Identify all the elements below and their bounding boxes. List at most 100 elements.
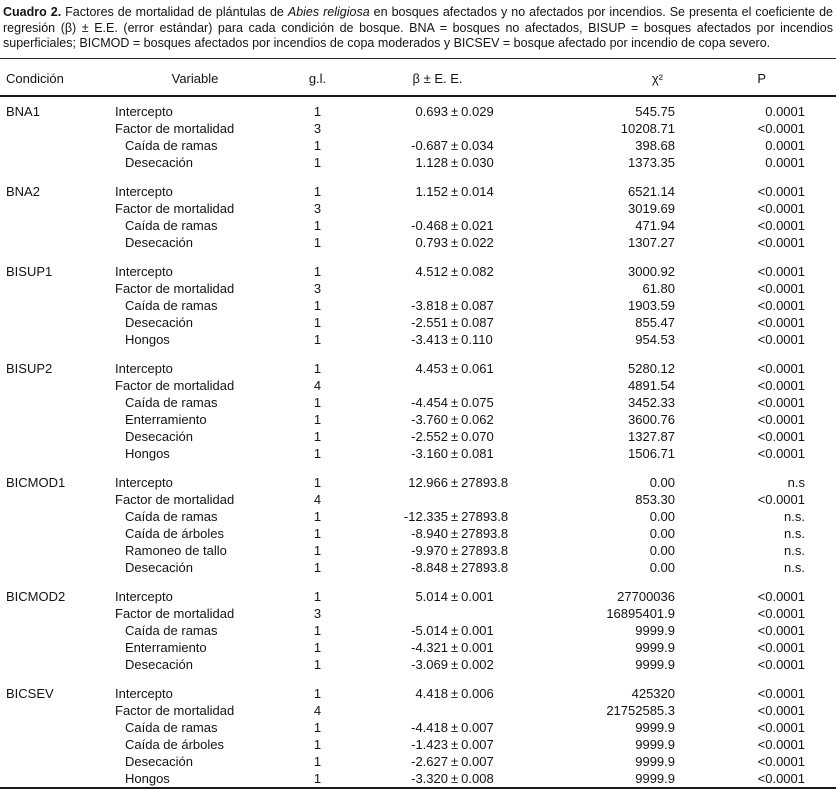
chi-square-cell: 3019.69 bbox=[628, 200, 675, 216]
condition-cell bbox=[0, 753, 110, 770]
table-row: Hongos 1 -3.413 ±0.110 954.53 <0.0001 bbox=[0, 331, 836, 348]
p-value-cell: <0.0001 bbox=[757, 331, 805, 347]
standard-error-value: 0.087 bbox=[461, 297, 494, 313]
gl-cell: 1 bbox=[313, 685, 322, 701]
beta-se-cell: -4.454 ±0.075 bbox=[355, 394, 520, 411]
p-value-cell: <0.0001 bbox=[757, 234, 805, 250]
standard-error-value: 0.001 bbox=[461, 588, 494, 604]
gl-cell: 1 bbox=[313, 753, 322, 769]
table-row: BNA1 Intercepto 1 0.693 ±0.029 545.75 0.0001 bbox=[0, 96, 836, 120]
plus-minus-sign: ± bbox=[451, 445, 459, 461]
beta-se-cell: -0.687 ±0.034 bbox=[355, 137, 520, 154]
gl-cell: 1 bbox=[313, 183, 322, 199]
gl-cell: 4 bbox=[313, 491, 322, 507]
condition-cell bbox=[0, 200, 110, 217]
chi-square-cell: 1903.59 bbox=[628, 297, 675, 313]
chi-square-cell: 545.75 bbox=[635, 103, 675, 119]
beta-se-cell bbox=[355, 605, 520, 622]
chi-square-cell: 9999.9 bbox=[635, 770, 675, 786]
plus-minus-sign: ± bbox=[451, 770, 459, 786]
table-header: Condición Variable g.l. β ± E. E. χ² P bbox=[0, 58, 836, 97]
standard-error-value: 0.110 bbox=[461, 331, 493, 347]
gl-cell: 1 bbox=[313, 137, 322, 153]
gl-cell: 1 bbox=[313, 622, 322, 638]
beta-value: -3.320 bbox=[411, 770, 448, 786]
p-value-cell: n.s bbox=[787, 474, 805, 490]
beta-se-cell bbox=[355, 120, 520, 137]
p-value-cell: <0.0001 bbox=[757, 183, 805, 199]
standard-error-value: 0.029 bbox=[461, 103, 494, 119]
variable-cell: Intercepto bbox=[115, 263, 173, 279]
table-row: Caída de árboles 1 -1.423 ±0.007 9999.9 <0.00… bbox=[0, 736, 836, 753]
p-value-cell: <0.0001 bbox=[757, 445, 805, 461]
plus-minus-sign: ± bbox=[451, 428, 459, 444]
table-row: Caída de ramas 1 -4.418 ±0.007 9999.9 <0.0001 bbox=[0, 719, 836, 736]
variable-cell: Enterramiento bbox=[125, 639, 207, 655]
plus-minus-sign: ± bbox=[451, 394, 459, 410]
beta-value: -4.321 bbox=[411, 639, 448, 655]
condition-cell bbox=[0, 702, 110, 719]
p-value-cell: <0.0001 bbox=[757, 719, 805, 735]
table-row: Caída de ramas 1 -0.468 ±0.021 471.94 <0.0001 bbox=[0, 217, 836, 234]
beta-value: -3.160 bbox=[411, 445, 448, 461]
caption-species-name: Abies religiosa bbox=[287, 5, 370, 19]
gl-cell: 1 bbox=[313, 103, 322, 119]
standard-error-value: 0.006 bbox=[461, 685, 494, 701]
header-gl: g.l. bbox=[280, 58, 355, 97]
chi-square-cell: 954.53 bbox=[635, 331, 675, 347]
beta-se-cell: -12.335 ±27893.8 bbox=[355, 508, 520, 525]
chi-square-cell: 1506.71 bbox=[628, 445, 675, 461]
gl-cell: 1 bbox=[313, 736, 322, 752]
gl-cell: 3 bbox=[313, 120, 322, 136]
gl-cell: 1 bbox=[313, 770, 322, 786]
variable-cell: Desecación bbox=[125, 559, 193, 575]
chi-square-cell: 16895401.9 bbox=[606, 605, 675, 621]
condition-cell bbox=[0, 314, 110, 331]
variable-cell: Enterramiento bbox=[125, 411, 207, 427]
chi-square-cell: 855.47 bbox=[635, 314, 675, 330]
condition-cell bbox=[0, 508, 110, 525]
p-value-cell: <0.0001 bbox=[757, 753, 805, 769]
plus-minus-sign: ± bbox=[451, 154, 459, 170]
variable-cell: Hongos bbox=[125, 445, 170, 461]
standard-error-value: 0.007 bbox=[461, 719, 494, 735]
table-row: Factor de mortalidad 3 3019.69 <0.0001 bbox=[0, 200, 836, 217]
beta-value: -12.335 bbox=[403, 508, 448, 524]
variable-cell: Factor de mortalidad bbox=[115, 377, 235, 393]
variable-cell: Factor de mortalidad bbox=[115, 280, 235, 296]
chi-square-cell: 1307.27 bbox=[628, 234, 675, 250]
standard-error-value: 27893.8 bbox=[461, 525, 509, 541]
beta-se-cell: -2.627 ±0.007 bbox=[355, 753, 520, 770]
beta-se-cell: 0.793 ±0.022 bbox=[355, 234, 520, 251]
p-value-cell: <0.0001 bbox=[757, 394, 805, 410]
condition-cell bbox=[0, 542, 110, 559]
beta-se-cell: -3.160 ±0.081 bbox=[355, 445, 520, 462]
condition-cell bbox=[0, 137, 110, 154]
condition-cell: BICMOD1 bbox=[6, 474, 66, 490]
plus-minus-sign: ± bbox=[451, 639, 459, 655]
regression-table: Condición Variable g.l. β ± E. E. χ² P B… bbox=[0, 57, 836, 789]
header-variable: Variable bbox=[110, 58, 280, 97]
gl-cell: 1 bbox=[313, 525, 322, 541]
variable-cell: Caída de ramas bbox=[125, 508, 218, 524]
table-row: Desecación 1 1.128 ±0.030 1373.35 0.0001 bbox=[0, 154, 836, 171]
gl-cell: 1 bbox=[313, 559, 322, 575]
variable-cell: Desecación bbox=[125, 428, 193, 444]
gl-cell: 1 bbox=[313, 263, 322, 279]
caption-text-before-species: Factores de mortalidad de plántulas de bbox=[61, 5, 288, 19]
table-row: Enterramiento 1 -3.760 ±0.062 3600.76 <0.0001 bbox=[0, 411, 836, 428]
chi-square-cell: 27700036 bbox=[617, 588, 675, 604]
variable-cell: Intercepto bbox=[115, 685, 173, 701]
standard-error-value: 0.062 bbox=[461, 411, 494, 427]
header-p: P bbox=[675, 58, 836, 97]
plus-minus-sign: ± bbox=[451, 753, 459, 769]
variable-cell: Desecación bbox=[125, 656, 193, 672]
standard-error-value: 0.075 bbox=[461, 394, 494, 410]
condition-cell bbox=[0, 445, 110, 462]
p-value-cell: <0.0001 bbox=[757, 263, 805, 279]
p-value-cell: <0.0001 bbox=[757, 200, 805, 216]
beta-value: -0.468 bbox=[411, 217, 448, 233]
beta-value: -3.069 bbox=[411, 656, 448, 672]
beta-se-cell: -0.468 ±0.021 bbox=[355, 217, 520, 234]
